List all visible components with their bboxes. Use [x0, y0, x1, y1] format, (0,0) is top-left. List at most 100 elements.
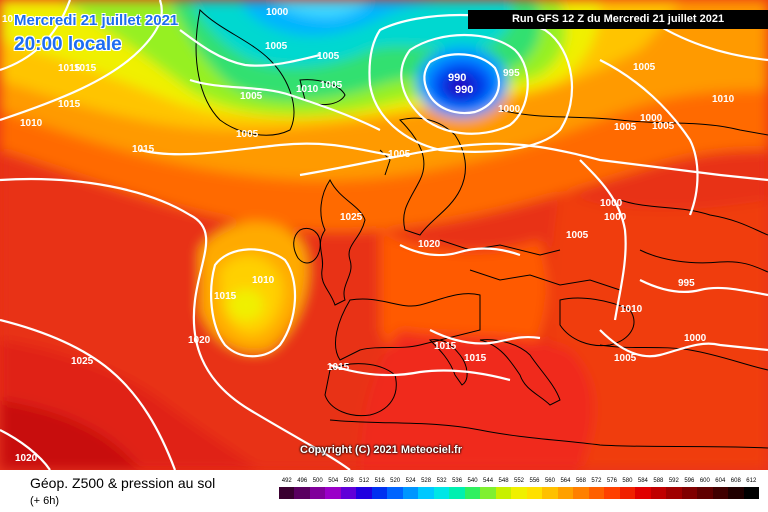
- model-run-banner: Run GFS 12 Z du Mercredi 21 juillet 2021: [468, 10, 768, 29]
- isobar-label: 995: [503, 68, 520, 79]
- isobar-label: 1005: [320, 80, 343, 91]
- scale-step-label: 500: [312, 478, 323, 484]
- map-title: Géop. Z500 & pression au sol: [30, 475, 216, 491]
- isobar-label: 1005: [633, 62, 656, 73]
- scale-step-swatch: [619, 487, 636, 499]
- scale-step-label: 608: [730, 478, 741, 484]
- scale-step-swatch: [387, 487, 403, 499]
- scale-step-swatch: [712, 487, 729, 499]
- isobar-label: 1000: [684, 333, 707, 344]
- forecast-step: (+ 6h): [30, 495, 60, 507]
- isobar-label: 1015: [132, 144, 155, 155]
- scale-step-label: 548: [498, 478, 509, 484]
- scale-step-swatch: [666, 487, 682, 499]
- scale-step: 572: [588, 478, 605, 500]
- isobar-lines: [0, 0, 768, 470]
- scale-step-label: 572: [591, 478, 602, 484]
- scale-step-swatch: [635, 487, 651, 499]
- scale-step-swatch: [309, 487, 326, 499]
- isobar-label: 1005: [265, 41, 288, 52]
- scale-step-swatch: [325, 487, 341, 499]
- scale-step: 596: [681, 478, 698, 500]
- isobar-label: 1010: [252, 275, 275, 286]
- scale-step-label: 612: [746, 478, 757, 484]
- scale-step-label: 592: [668, 478, 679, 484]
- scale-step-swatch: [480, 487, 496, 499]
- scale-step-label: 604: [715, 478, 726, 484]
- scale-step: 508: [340, 478, 357, 500]
- scale-step-label: 536: [452, 478, 463, 484]
- scale-step: 588: [650, 478, 667, 500]
- scale-step-swatch: [697, 487, 713, 499]
- scale-step-label: 492: [281, 478, 292, 484]
- isobar-label: 1005: [236, 129, 259, 140]
- scale-step-label: 552: [514, 478, 525, 484]
- scale-step-label: 556: [529, 478, 540, 484]
- scale-step-swatch: [418, 487, 434, 499]
- scale-step: 524: [402, 478, 419, 500]
- scale-step-label: 580: [622, 478, 633, 484]
- isobar-label: 1000: [266, 7, 289, 18]
- scale-step-label: 544: [483, 478, 494, 484]
- scale-step-swatch: [402, 487, 419, 499]
- scale-step: 540: [464, 478, 481, 500]
- scale-step-label: 596: [684, 478, 695, 484]
- isobar-label: 1005: [614, 353, 637, 364]
- scale-step-swatch: [728, 487, 744, 499]
- scale-step: 548: [495, 478, 512, 500]
- scale-step-label: 520: [390, 478, 401, 484]
- isobar-label: 1010: [2, 14, 25, 25]
- scale-step-label: 532: [436, 478, 447, 484]
- scale-step: 496: [294, 478, 310, 500]
- scale-step-label: 564: [560, 478, 571, 484]
- scale-step: 612: [743, 478, 760, 500]
- scale-step-swatch: [573, 487, 589, 499]
- scale-step-swatch: [604, 487, 620, 499]
- scale-step: 532: [433, 478, 450, 500]
- isobar-label: 1020: [418, 239, 441, 250]
- isobar-label: 1025: [71, 356, 94, 367]
- isobar-label: 1005: [317, 51, 340, 62]
- local-time-title: 20:00 locale: [14, 34, 122, 55]
- isobar-label: 1000: [498, 104, 521, 115]
- isobar-label: 1020: [15, 453, 38, 464]
- isobar-label-layer: 1000 1005 1010 1015 1015 1010 1015 1005 1005 1005…: [2, 7, 735, 464]
- isobar-label: 1015: [327, 362, 350, 373]
- scale-step-label: 496: [297, 478, 308, 484]
- scale-step-swatch: [542, 487, 558, 499]
- scale-step-label: 512: [359, 478, 370, 484]
- isobar-label: 1005: [240, 91, 263, 102]
- low-pressure-label: 990: [448, 72, 466, 84]
- isobar-label: 1000: [600, 198, 623, 209]
- scale-step-swatch: [526, 487, 543, 499]
- isobar-label: 1000: [604, 212, 627, 223]
- scale-step-swatch: [681, 487, 698, 499]
- scale-step: 560: [542, 478, 558, 500]
- isobar-label: 995: [678, 278, 695, 289]
- scale-step-label: 524: [405, 478, 416, 484]
- scale-step-swatch: [743, 487, 760, 499]
- legend-footer: Géop. Z500 & pression au sol (+ 6h) 492 4…: [0, 470, 768, 512]
- scale-step-swatch: [449, 487, 465, 499]
- scale-step-swatch: [464, 487, 481, 499]
- scale-step-swatch: [371, 487, 388, 499]
- isobar-label: 1015: [464, 353, 487, 364]
- scale-step-label: 568: [575, 478, 586, 484]
- scale-step-label: 560: [544, 478, 555, 484]
- scale-step-label: 528: [421, 478, 432, 484]
- scale-step: 564: [557, 478, 574, 500]
- scale-step: 580: [619, 478, 636, 500]
- scale-step: 592: [666, 478, 682, 500]
- scale-step: 500: [309, 478, 326, 500]
- z500-color-scale: 492 496 500 504 508 512 516 520 524 528 532 536 540 5…: [279, 478, 760, 500]
- scale-step-swatch: [279, 487, 295, 499]
- scale-step-swatch: [588, 487, 605, 499]
- scale-step-label: 504: [328, 478, 339, 484]
- scale-step: 568: [573, 478, 589, 500]
- date-title: Mercredi 21 juillet 2021: [14, 12, 179, 29]
- scale-step-label: 508: [343, 478, 354, 484]
- scale-step-swatch: [356, 487, 372, 499]
- scale-step-swatch: [294, 487, 310, 499]
- scale-step-swatch: [650, 487, 667, 499]
- scale-step-label: 540: [467, 478, 478, 484]
